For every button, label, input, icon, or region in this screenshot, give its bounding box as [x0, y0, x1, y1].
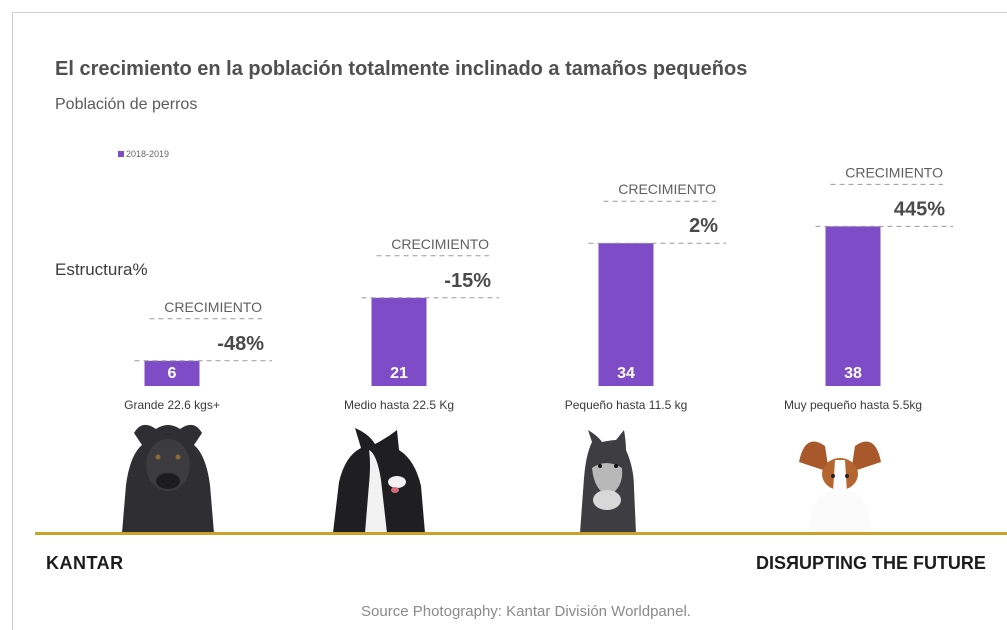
- cane-corso-dog-image: [122, 424, 214, 533]
- bar-2: [598, 243, 654, 386]
- kantar-logo: KANTAR: [46, 553, 124, 573]
- growth-label-0: CRECIMIENTO: [164, 299, 262, 315]
- structure-label: Estructura%: [55, 260, 148, 279]
- schnauzer-dog-image: [580, 430, 636, 533]
- category-label-1: Medio hasta 22.5 Kg: [344, 398, 454, 412]
- growth-value-1: -15%: [444, 270, 491, 292]
- bar-1: [371, 297, 427, 386]
- slide-frame: [12, 12, 1007, 630]
- gold-divider: [35, 532, 1007, 535]
- growth-value-2: 2%: [689, 215, 718, 237]
- category-label-0: Grande 22.6 kgs+: [124, 398, 220, 412]
- bar-value-label-3: 38: [844, 365, 862, 382]
- category-label-3: Muy pequeño hasta 5.5kg: [784, 398, 922, 412]
- border-collie-dog-image: [333, 428, 425, 533]
- growth-label-2: CRECIMIENTO: [618, 181, 716, 197]
- growth-label-3: CRECIMIENTO: [845, 164, 943, 180]
- legend-swatch: [118, 151, 124, 157]
- bar-value-label-0: 6: [168, 365, 177, 382]
- legend-label: 2018-2019: [126, 149, 170, 159]
- chart-title: El crecimiento en la población totalment…: [55, 58, 748, 80]
- source-caption: Source Photography: Kantar División Worl…: [361, 603, 691, 620]
- growth-label-1: CRECIMIENTO: [391, 236, 489, 252]
- bar-0: [144, 360, 200, 386]
- category-label-2: Pequeño hasta 11.5 kg: [565, 398, 688, 412]
- chart-subtitle: Población de perros: [55, 96, 198, 113]
- bar-3: [825, 226, 881, 386]
- papillon-dog-image: [799, 441, 881, 533]
- legend: 2018-2019: [118, 149, 169, 159]
- growth-value-3: 445%: [894, 198, 945, 220]
- growth-value-0: -48%: [217, 333, 264, 355]
- bar-value-label-2: 34: [617, 365, 635, 382]
- tagline: DISЯUPTING THE FUTURE: [756, 553, 986, 573]
- bar-value-label-1: 21: [390, 365, 408, 382]
